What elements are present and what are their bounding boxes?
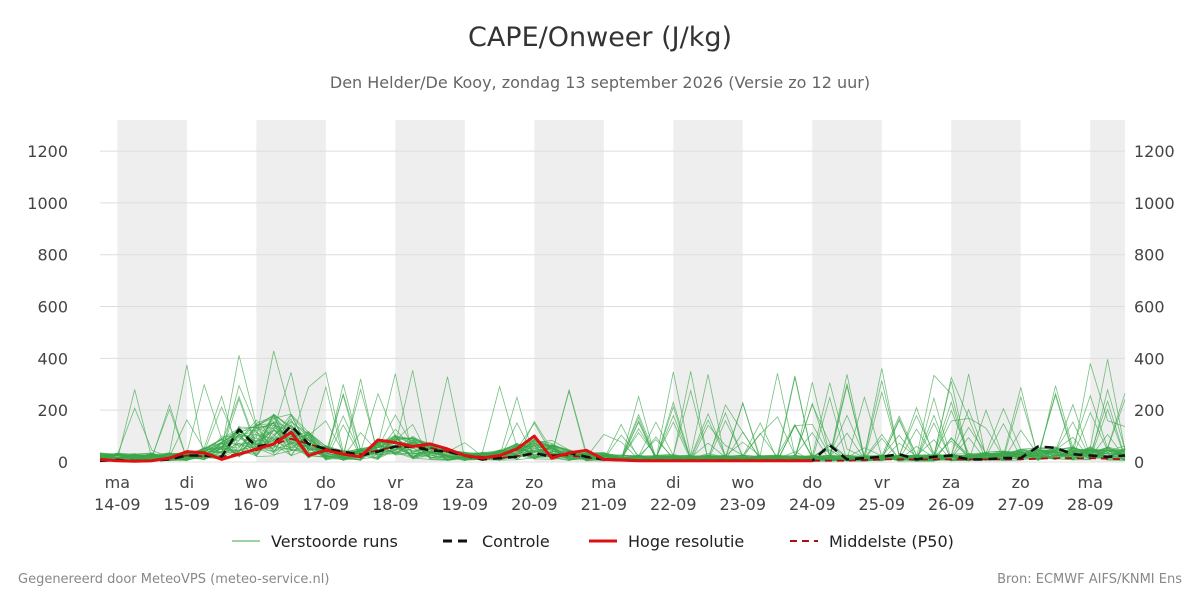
x-tick-date: 16-09 <box>233 495 280 514</box>
x-tick-date: 15-09 <box>164 495 211 514</box>
y-tick-label-left: 400 <box>37 349 68 368</box>
y-tick-label-right: 1000 <box>1134 194 1175 213</box>
x-tick-date: 22-09 <box>650 495 697 514</box>
y-tick-label-left: 800 <box>37 246 68 265</box>
perturbed-run-line <box>99 363 1126 462</box>
x-tick-day: zo <box>1012 473 1030 492</box>
x-tick-date: 21-09 <box>581 495 628 514</box>
x-tick-date: 19-09 <box>442 495 489 514</box>
y-tick-label-right: 200 <box>1134 401 1165 420</box>
legend-label-perturbed: Verstoorde runs <box>271 532 398 551</box>
y-tick-label-right: 400 <box>1134 349 1165 368</box>
x-tick-date: 27-09 <box>998 495 1045 514</box>
legend-label-median: Middelste (P50) <box>829 532 954 551</box>
y-tick-label-left: 1200 <box>27 142 68 161</box>
footer-credit: Gegenereerd door MeteoVPS (meteo-service… <box>18 572 330 587</box>
perturbed-run-line <box>99 368 1126 461</box>
footer-source: Bron: ECMWF AIFS/KNMI Ens <box>997 572 1182 587</box>
legend-label-highres: Hoge resolutie <box>628 532 744 551</box>
x-tick-date: 18-09 <box>372 495 419 514</box>
y-tick-label-right: 600 <box>1134 298 1165 317</box>
highres-series-line <box>99 430 813 463</box>
perturbed-run-line <box>99 408 1126 461</box>
legend-label-control: Controle <box>482 532 550 551</box>
y-tick-label-left: 600 <box>37 298 68 317</box>
y-tick-label-left: 0 <box>58 453 68 472</box>
x-tick-day: vr <box>874 473 890 492</box>
shaded-band <box>812 120 882 462</box>
x-tick-day: di <box>180 473 195 492</box>
shaded-band <box>534 120 604 462</box>
y-tick-label-left: 200 <box>37 401 68 420</box>
y-tick-label-right: 800 <box>1134 246 1165 265</box>
x-tick-date: 28-09 <box>1067 495 1114 514</box>
chart-title: CAPE/Onweer (J/kg) <box>467 22 732 53</box>
x-tick-day: wo <box>731 473 754 492</box>
x-tick-day: do <box>316 473 336 492</box>
x-tick-day: za <box>456 473 474 492</box>
x-tick-date: 23-09 <box>720 495 767 514</box>
x-tick-day: ma <box>591 473 616 492</box>
x-tick-date: 17-09 <box>303 495 350 514</box>
x-tick-day: do <box>802 473 822 492</box>
x-tick-day: za <box>942 473 960 492</box>
shaded-band <box>673 120 743 462</box>
y-tick-label-right: 0 <box>1134 453 1144 472</box>
x-tick-day: zo <box>525 473 543 492</box>
shaded-band <box>1090 120 1125 462</box>
x-tick-day: ma <box>1078 473 1103 492</box>
y-tick-label-left: 1000 <box>27 194 68 213</box>
x-tick-date: 26-09 <box>928 495 975 514</box>
x-tick-day: ma <box>105 473 130 492</box>
shaded-band <box>117 120 187 462</box>
perturbed-run-line <box>99 403 1126 462</box>
chart-subtitle: Den Helder/De Kooy, zondag 13 september … <box>329 73 871 92</box>
y-tick-label-right: 1200 <box>1134 142 1175 161</box>
perturbed-run-line <box>99 373 1126 462</box>
x-tick-day: vr <box>387 473 403 492</box>
x-tick-date: 25-09 <box>859 495 906 514</box>
x-tick-day: di <box>666 473 681 492</box>
x-tick-date: 20-09 <box>511 495 558 514</box>
shaded-band <box>256 120 326 462</box>
x-tick-day: wo <box>245 473 268 492</box>
x-tick-date: 14-09 <box>94 495 141 514</box>
x-tick-date: 24-09 <box>789 495 836 514</box>
